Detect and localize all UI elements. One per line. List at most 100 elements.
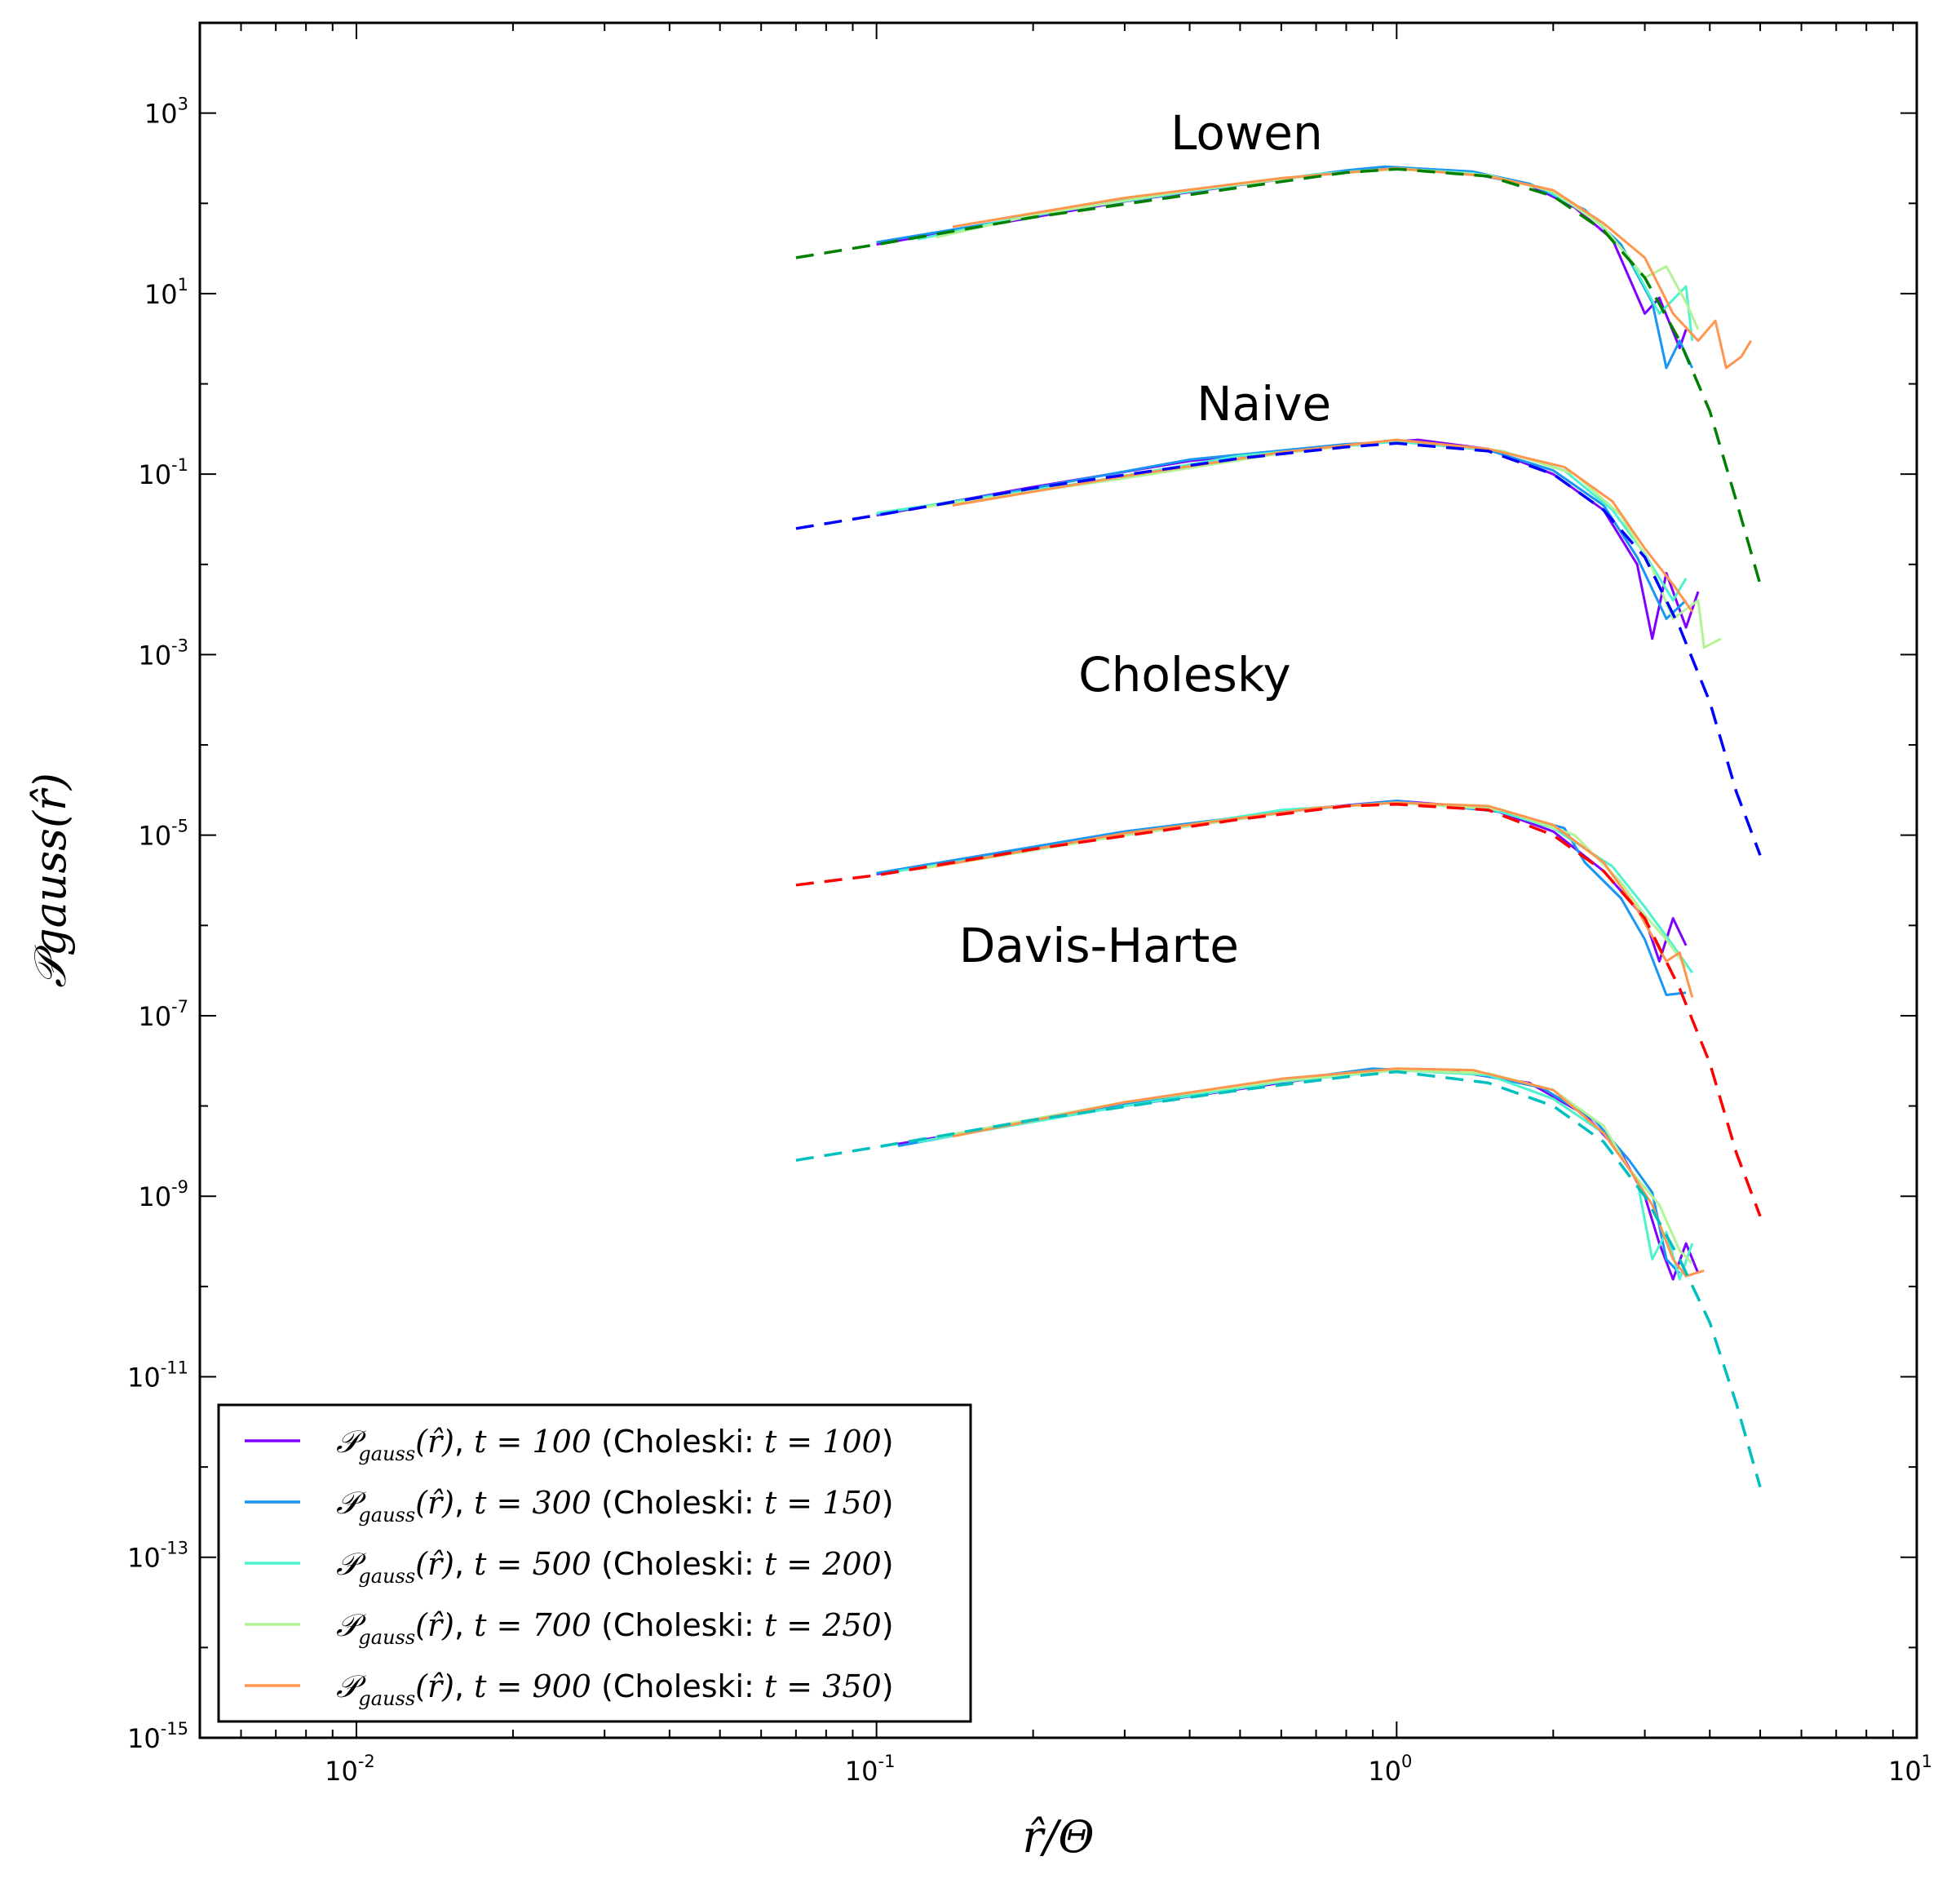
naive-fit-line (795, 441, 1762, 856)
legend-close-paren: ) (882, 1607, 894, 1643)
tick-base: 10 (138, 821, 171, 852)
legend-t-value: t = 700 (474, 1607, 591, 1643)
y-tick-label: 10-13 (127, 1539, 188, 1574)
tick-base: 10 (138, 1181, 171, 1212)
legend-entry-1: 𝒫gauss(r̂), t = 100 (Choleski: t = 100) (336, 1424, 894, 1465)
legend-t-value: t = 500 (474, 1546, 591, 1582)
x-tick-label: 100 (1368, 1752, 1412, 1787)
legend-comma: , (454, 1485, 474, 1521)
ticks-layer: 10-2 10-1 100 10110310110-110-310-510-710-9… (127, 22, 1932, 1787)
tick-base: 10 (1888, 1756, 1922, 1787)
x-tick-label: 10-2 (325, 1752, 375, 1787)
legend-entry-5: 𝒫gauss(r̂), t = 900 (Choleski: t = 350) (336, 1668, 894, 1710)
cholesky-fit-line (795, 803, 1762, 1217)
tick-base: 10 (138, 640, 171, 671)
tick-base: 10 (127, 1723, 161, 1754)
legend-choleski-text: (Choleski: (591, 1485, 764, 1521)
legend-close-paren: ) (882, 1424, 894, 1460)
plot-frame (198, 21, 1918, 1739)
tick-exponent: -7 (171, 997, 188, 1017)
legend-subscript: gauss (358, 1565, 415, 1588)
tick-exponent: 3 (178, 95, 188, 114)
legend-argument: (r̂) (415, 1485, 454, 1521)
tick-exponent: -9 (171, 1177, 188, 1197)
data-layer (795, 165, 1762, 1488)
legend-close-paren: ) (882, 1668, 894, 1704)
y-tick-label: 101 (144, 275, 188, 310)
tick-base: 10 (1368, 1756, 1401, 1787)
legend-choleski-t: t = 150 (764, 1485, 882, 1521)
tick-base: 10 (144, 279, 178, 310)
legend-comma: , (454, 1424, 474, 1460)
tick-exponent: -15 (161, 1719, 188, 1739)
tick-base: 10 (845, 1756, 878, 1787)
tick-base: 10 (127, 1543, 161, 1574)
legend-argument: (r̂) (415, 1607, 454, 1643)
y-tick-label: 10-11 (127, 1358, 188, 1393)
legend-subscript: gauss (358, 1442, 415, 1465)
tick-exponent: -2 (358, 1752, 375, 1771)
legend-comma: , (454, 1668, 474, 1704)
tick-exponent: 0 (1401, 1752, 1412, 1771)
plot-area (795, 165, 1762, 1488)
tick-base: 10 (138, 459, 171, 490)
legend-argument: (r̂) (415, 1546, 454, 1582)
tick-base: 10 (325, 1756, 358, 1787)
legend-entry-4: 𝒫gauss(r̂), t = 700 (Choleski: t = 250) (336, 1607, 894, 1649)
lowen-series-5-line (952, 166, 1752, 370)
legend-box (217, 1403, 972, 1723)
legend-choleski-text: (Choleski: (591, 1668, 764, 1704)
labels-layer: Lowen Naive Cholesky Davis-Harte r̂/Θ 𝒫gauss(… (24, 105, 1331, 1863)
method-label-davis-harte: Davis-Harte (959, 918, 1239, 973)
x-axis-label: r̂/Θ (1022, 1811, 1094, 1863)
legend-choleski-text: (Choleski: (591, 1546, 764, 1582)
legend-t-value: t = 300 (474, 1485, 591, 1521)
legend-argument: (r̂) (415, 1668, 454, 1704)
legend-choleski-t: t = 100 (764, 1424, 882, 1460)
davis-harte-series-5-line (952, 1067, 1705, 1278)
y-tick-label: 10-15 (127, 1719, 188, 1754)
tick-exponent: -1 (171, 455, 188, 475)
legend-choleski-text: (Choleski: (591, 1607, 764, 1643)
tick-base: 10 (144, 99, 178, 130)
legend-t-value: t = 900 (474, 1668, 591, 1704)
legend-entry-2: 𝒫gauss(r̂), t = 300 (Choleski: t = 150) (336, 1485, 894, 1526)
legend-choleski-t: t = 350 (764, 1668, 882, 1704)
legend-entry-3: 𝒫gauss(r̂), t = 500 (Choleski: t = 200) (336, 1546, 894, 1588)
legend-subscript: gauss (358, 1687, 415, 1710)
legend-comma: , (454, 1607, 474, 1643)
legend-subscript: gauss (358, 1504, 415, 1526)
naive-series-1-line (876, 438, 1700, 640)
legend-comma: , (454, 1546, 474, 1582)
legend-argument: (r̂) (415, 1424, 454, 1460)
legend-t-value: t = 100 (474, 1424, 591, 1460)
legend-close-paren: ) (882, 1546, 894, 1582)
legend-subscript: gauss (358, 1626, 415, 1649)
y-tick-label: 10-3 (138, 636, 188, 671)
tick-exponent: 1 (178, 275, 188, 295)
y-tick-label: 10-5 (138, 817, 188, 852)
y-axis-label: 𝒫gauss(r̂) (24, 773, 76, 988)
legend-close-paren: ) (882, 1485, 894, 1521)
tick-exponent: -3 (171, 636, 188, 655)
x-tick-label: 101 (1888, 1752, 1932, 1787)
legend-choleski-text: (Choleski: (591, 1424, 764, 1460)
x-tick-label: 10-1 (845, 1752, 896, 1787)
davis-harte-fit-line (795, 1070, 1762, 1488)
tick-exponent: -1 (878, 1752, 896, 1771)
tick-base: 10 (127, 1362, 161, 1393)
tick-exponent: -5 (171, 817, 188, 836)
method-label-cholesky: Cholesky (1078, 647, 1291, 702)
legend: 𝒫gauss(r̂), t = 100 (Choleski: t = 100) 𝒫… (217, 1403, 972, 1723)
method-label-naive: Naive (1197, 376, 1331, 432)
y-tick-label: 10-1 (138, 455, 188, 490)
tick-exponent: -11 (161, 1358, 188, 1377)
tick-exponent: -13 (161, 1539, 188, 1558)
method-label-lowen: Lowen (1170, 105, 1323, 161)
y-tick-label: 103 (144, 95, 188, 130)
tick-base: 10 (138, 1001, 171, 1032)
y-tick-label: 10-7 (138, 997, 188, 1032)
legend-choleski-t: t = 200 (764, 1546, 882, 1582)
